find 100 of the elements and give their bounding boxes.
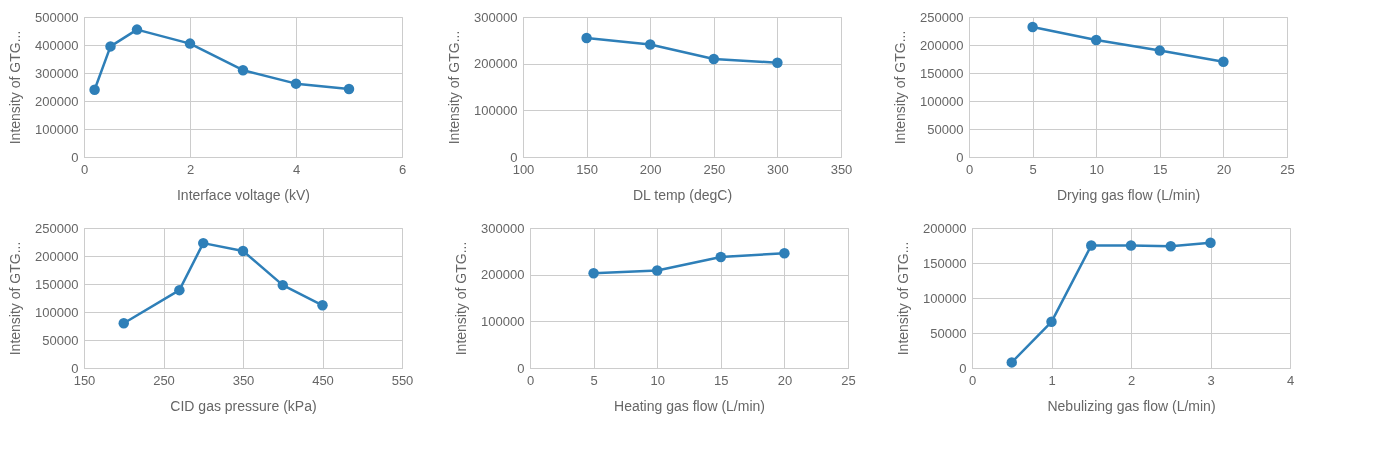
y-tick-label: 200000 bbox=[474, 56, 518, 72]
point bbox=[1205, 237, 1216, 248]
y-tick-label: 100000 bbox=[35, 121, 79, 137]
y-tick-label: 150000 bbox=[920, 65, 964, 81]
x-axis-title: CID gas pressure (kPa) bbox=[170, 397, 317, 414]
point bbox=[1125, 240, 1137, 251]
y-tick-label: 0 bbox=[956, 149, 964, 165]
y-tick-label: 200000 bbox=[923, 220, 967, 236]
point bbox=[237, 64, 249, 76]
x-tick-label: 4 bbox=[292, 161, 301, 177]
point bbox=[651, 265, 663, 276]
y-tick-label: 50000 bbox=[42, 332, 79, 348]
point bbox=[772, 57, 783, 68]
x-tick-label: 250 bbox=[153, 372, 175, 388]
y-tick-label: 150000 bbox=[923, 255, 967, 271]
x-tick-label: 3 bbox=[1207, 372, 1215, 388]
y-tick-label: 50000 bbox=[930, 325, 967, 341]
x-tick-label: 250 bbox=[703, 161, 726, 177]
x-tick-label: 450 bbox=[312, 372, 334, 388]
point bbox=[184, 38, 196, 49]
y-tick-label: 500000 bbox=[35, 9, 79, 25]
point bbox=[237, 245, 249, 257]
point bbox=[1154, 45, 1166, 56]
y-axis-title: Intensity of GTG... bbox=[446, 30, 463, 145]
y-tick-label: 50000 bbox=[927, 121, 964, 137]
x-tick-label: 10 bbox=[1089, 161, 1104, 177]
x-tick-label: 5 bbox=[1029, 161, 1037, 177]
y-tick-label: 250000 bbox=[35, 220, 79, 236]
x-tick-label: 15 bbox=[1153, 161, 1168, 177]
point bbox=[1027, 21, 1038, 33]
x-tick-label: 4 bbox=[1286, 372, 1295, 388]
point bbox=[317, 300, 328, 311]
y-tick-label: 200000 bbox=[35, 248, 79, 264]
x-tick-label: 20 bbox=[777, 372, 793, 388]
y-tick-label: 100000 bbox=[481, 313, 525, 329]
point bbox=[105, 41, 116, 52]
x-tick-label: 0 bbox=[968, 372, 977, 388]
y-tick-label: 300000 bbox=[35, 65, 79, 81]
y-tick-label: 0 bbox=[71, 149, 79, 165]
point bbox=[174, 284, 185, 296]
y-axis-title: Intensity of GTG... bbox=[7, 30, 24, 145]
x-axis-title: Heating gas flow (L/min) bbox=[614, 397, 765, 414]
x-tick-label: 0 bbox=[526, 372, 535, 388]
y-tick-label: 200000 bbox=[35, 93, 79, 109]
x-tick-label: 25 bbox=[841, 372, 856, 388]
point bbox=[715, 251, 727, 263]
y-tick-label: 100000 bbox=[920, 93, 964, 109]
point bbox=[118, 317, 129, 329]
y-axis-title: Intensity of GTG... bbox=[453, 241, 470, 356]
y-tick-label: 100000 bbox=[35, 304, 79, 320]
y-tick-label: 100000 bbox=[474, 102, 518, 118]
point bbox=[1090, 34, 1102, 46]
point bbox=[131, 24, 143, 35]
point bbox=[1046, 316, 1057, 328]
y-tick-label: 200000 bbox=[920, 37, 964, 53]
point bbox=[277, 279, 288, 291]
point bbox=[588, 268, 599, 279]
x-axis-title: DL temp (degC) bbox=[632, 186, 733, 203]
y-axis-title: Intensity of GTG... bbox=[892, 30, 909, 145]
y-tick-label: 250000 bbox=[920, 9, 964, 25]
x-tick-label: 350 bbox=[232, 372, 255, 388]
point bbox=[1086, 240, 1097, 251]
x-axis-title: Interface voltage (kV) bbox=[176, 186, 311, 203]
x-tick-label: 10 bbox=[650, 372, 665, 388]
y-tick-label: 0 bbox=[517, 360, 525, 376]
point bbox=[343, 83, 355, 95]
x-tick-label: 350 bbox=[830, 161, 853, 177]
x-tick-label: 6 bbox=[398, 161, 407, 177]
y-tick-label: 150000 bbox=[35, 276, 79, 292]
x-tick-label: 1 bbox=[1048, 372, 1056, 388]
x-tick-label: 20 bbox=[1216, 161, 1232, 177]
x-tick-label: 25 bbox=[1280, 161, 1295, 177]
x-tick-label: 2 bbox=[186, 161, 195, 177]
point bbox=[89, 84, 100, 96]
y-tick-label: 0 bbox=[959, 360, 967, 376]
x-tick-label: 550 bbox=[391, 372, 414, 388]
x-tick-label: 150 bbox=[576, 161, 598, 177]
point bbox=[198, 237, 209, 249]
y-axis-title: Intensity of GTG... bbox=[7, 241, 24, 356]
y-tick-label: 200000 bbox=[481, 267, 525, 283]
y-tick-label: 300000 bbox=[481, 220, 525, 236]
point bbox=[1006, 357, 1017, 368]
x-tick-label: 15 bbox=[714, 372, 729, 388]
x-tick-label: 200 bbox=[639, 161, 662, 177]
point bbox=[708, 53, 720, 65]
y-tick-label: 400000 bbox=[35, 37, 79, 53]
x-tick-label: 5 bbox=[590, 372, 598, 388]
point bbox=[644, 39, 656, 50]
y-axis-title: Intensity of GTG... bbox=[895, 241, 912, 356]
point bbox=[1218, 56, 1229, 68]
point bbox=[779, 247, 790, 259]
point bbox=[581, 32, 592, 44]
y-tick-label: 300000 bbox=[474, 9, 518, 25]
point bbox=[290, 78, 302, 89]
x-tick-label: 2 bbox=[1127, 372, 1136, 388]
x-axis-title: Nebulizing gas flow (L/min) bbox=[1047, 397, 1216, 414]
y-tick-label: 100000 bbox=[923, 290, 967, 306]
x-axis-title: Drying gas flow (L/min) bbox=[1056, 186, 1201, 203]
point bbox=[1165, 240, 1176, 252]
x-tick-label: 300 bbox=[767, 161, 789, 177]
